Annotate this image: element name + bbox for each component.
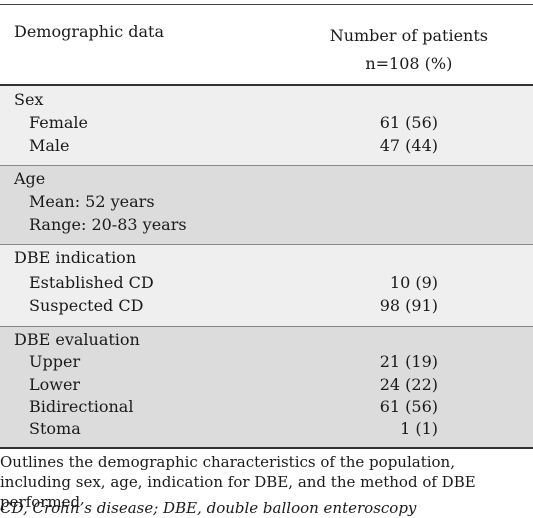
section-dbe-evaluation: DBE evaluation Upper 21 (19) Lower 24 (2…: [0, 327, 533, 447]
section-title: DBE indication: [0, 247, 533, 269]
top-rule: [0, 4, 533, 5]
section-title: DBE evaluation: [0, 329, 533, 351]
row-label: Bidirectional: [29, 397, 134, 416]
table-footnote: Outlines the demographic characteristics…: [0, 453, 476, 511]
section-title-label: DBE evaluation: [14, 330, 140, 349]
section-dbe-indication: DBE indication Established CD 10 (9) Sus…: [0, 245, 533, 326]
section-title-label: Age: [14, 169, 46, 188]
row-label: Mean: 52 years: [29, 192, 155, 211]
table-row: Mean: 52 years: [0, 191, 533, 213]
header-number-line2: n=108 (%): [365, 54, 453, 73]
row-value: 61 (56): [379, 397, 438, 416]
table-row: Bidirectional 61 (56): [0, 396, 533, 418]
header-number-of-patients: Number of patients n=108 (%): [330, 22, 488, 78]
row-label: Suspected CD: [29, 296, 144, 315]
row-value: 1 (1): [400, 419, 438, 438]
row-value: 98 (91): [379, 296, 438, 315]
row-label: Lower: [29, 375, 81, 394]
row-label: Upper: [29, 352, 81, 371]
table-row: Upper 21 (19): [0, 351, 533, 373]
row-label: Stoma: [29, 419, 81, 438]
row-label: Established CD: [29, 273, 154, 292]
section-title: Age: [0, 168, 533, 190]
row-label: Range: 20-83 years: [29, 215, 187, 234]
table-header: Demographic data Number of patients n=10…: [0, 5, 533, 84]
section-rule: [0, 326, 533, 327]
section-title: Sex: [0, 89, 533, 111]
header-rule: [0, 84, 533, 86]
abbreviations-note: CD, Crohn’s disease; DBE, double balloon…: [0, 499, 417, 517]
section-age: Age Mean: 52 years Range: 20-83 years: [0, 166, 533, 244]
table-row: Male 47 (44): [0, 135, 533, 157]
header-number-line1: Number of patients: [329, 26, 488, 45]
section-rule: [0, 165, 533, 166]
section-sex: Sex Female 61 (56) Male 47 (44): [0, 86, 533, 165]
header-demographic-data: Demographic data: [14, 22, 164, 41]
table-row: Lower 24 (22): [0, 374, 533, 396]
table-row: Suspected CD 98 (91): [0, 295, 533, 317]
row-label: Female: [29, 113, 88, 132]
table-row: Established CD 10 (9): [0, 272, 533, 294]
table-row: Female 61 (56): [0, 112, 533, 134]
table-row: Range: 20-83 years: [0, 214, 533, 236]
section-title-label: DBE indication: [14, 248, 137, 267]
table-row: Stoma 1 (1): [0, 418, 533, 440]
bottom-rule: [0, 447, 533, 449]
row-value: 24 (22): [379, 375, 438, 394]
row-value: 21 (19): [379, 352, 438, 371]
row-label: Male: [29, 136, 70, 155]
section-title-label: Sex: [14, 90, 44, 109]
row-value: 10 (9): [389, 273, 438, 292]
row-value: 61 (56): [379, 113, 438, 132]
row-value: 47 (44): [379, 136, 438, 155]
section-rule: [0, 244, 533, 245]
